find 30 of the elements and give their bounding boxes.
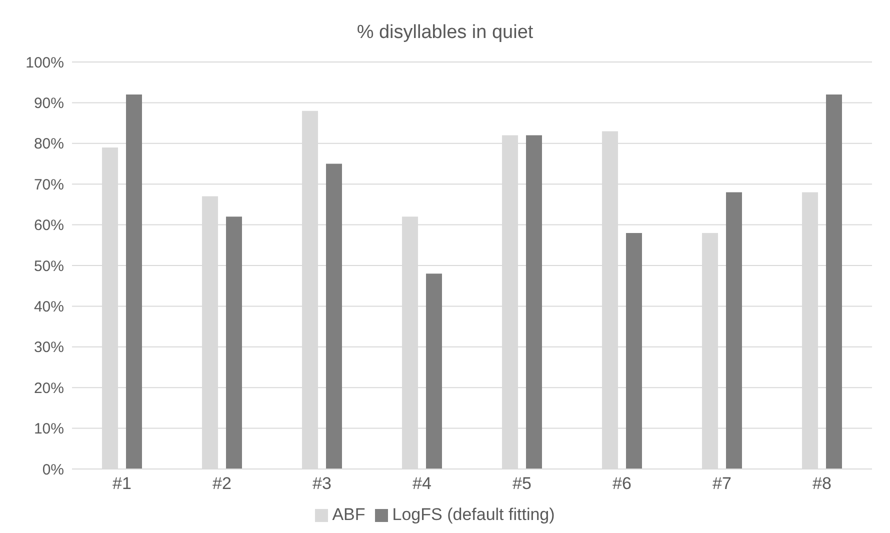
bar <box>626 232 642 469</box>
legend-label: ABF <box>332 505 366 524</box>
x-tick-label: #1 <box>112 474 132 494</box>
y-tick-label: 50% <box>34 258 64 275</box>
x-tick-label: #2 <box>212 474 232 494</box>
y-tick-label: 90% <box>34 95 64 112</box>
bar <box>126 94 142 469</box>
bar <box>826 94 842 469</box>
bar <box>726 192 742 469</box>
y-tick-label: 10% <box>34 420 64 438</box>
x-tick-label: #4 <box>412 474 432 494</box>
y-tick-label: 70% <box>34 176 64 194</box>
y-tick-label: 80% <box>34 136 64 153</box>
x-tick-label: #7 <box>712 474 732 494</box>
bar <box>526 135 542 469</box>
y-tick-label: 30% <box>34 339 64 356</box>
x-tick-label: #8 <box>812 474 832 494</box>
bar <box>426 274 442 469</box>
x-tick-label: #6 <box>612 474 632 494</box>
chart-title: % disyllables in quiet <box>356 21 534 45</box>
bar <box>326 164 342 469</box>
y-tick-label: 60% <box>34 217 64 234</box>
x-tick-label: #5 <box>512 474 532 494</box>
y-tick-label: 40% <box>34 298 64 316</box>
legend-label: LogFS (default fitting) <box>392 505 555 524</box>
bar <box>226 216 242 469</box>
y-tick-label: 20% <box>34 380 64 397</box>
x-tick-label: #3 <box>312 474 332 494</box>
y-tick-label: 0% <box>42 461 64 478</box>
y-tick-label: 100% <box>26 54 64 72</box>
